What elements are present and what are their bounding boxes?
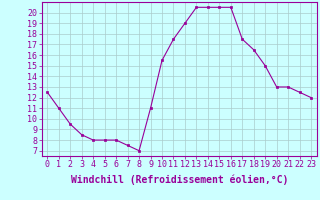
X-axis label: Windchill (Refroidissement éolien,°C): Windchill (Refroidissement éolien,°C) xyxy=(70,175,288,185)
